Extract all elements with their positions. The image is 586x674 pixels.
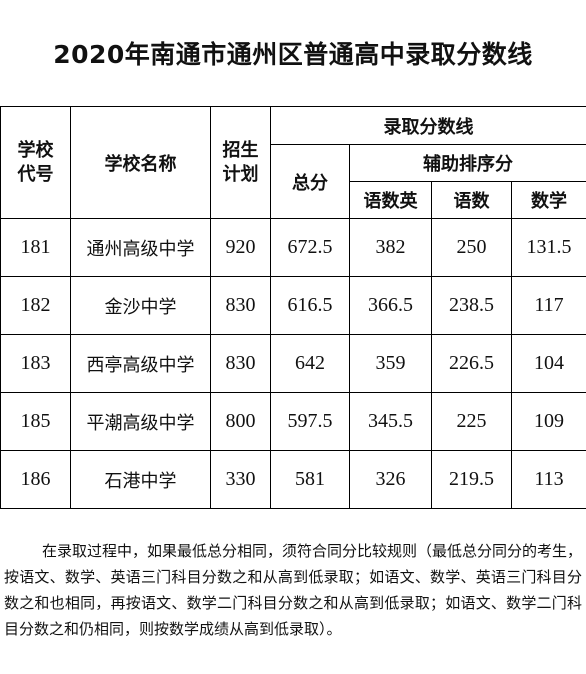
school-code-cell: 185 xyxy=(0,392,71,451)
table-row: 181 通州高级中学 920 672.5 382 250 131.5 xyxy=(0,218,586,277)
total-score-cell: 672.5 xyxy=(270,218,350,277)
chinese-math-english-score-cell: 366.5 xyxy=(349,276,432,335)
header-total-score: 总分 xyxy=(270,144,350,219)
school-code-cell: 181 xyxy=(0,218,71,277)
chinese-math-score-cell: 219.5 xyxy=(431,450,512,509)
enrollment-plan-cell: 830 xyxy=(210,276,271,335)
math-score-cell: 117 xyxy=(511,276,586,335)
school-name-cell: 通州高级中学 xyxy=(70,218,211,277)
enrollment-plan-cell: 800 xyxy=(210,392,271,451)
total-score-cell: 581 xyxy=(270,450,350,509)
header-math: 数学 xyxy=(511,181,586,219)
header-school-name: 学校名称 xyxy=(70,106,211,219)
math-score-cell: 131.5 xyxy=(511,218,586,277)
page-title: 2020年南通市通州区普通高中录取分数线 xyxy=(53,40,533,69)
chinese-math-english-score-cell: 382 xyxy=(349,218,432,277)
chinese-math-english-score-cell: 326 xyxy=(349,450,432,509)
math-score-cell: 113 xyxy=(511,450,586,509)
header-score-line: 录取分数线 xyxy=(270,106,586,145)
table-row: 182 金沙中学 830 616.5 366.5 238.5 117 xyxy=(0,276,586,335)
header-chinese-math-english: 语数英 xyxy=(349,181,432,219)
chinese-math-english-score-cell: 359 xyxy=(349,334,432,393)
header-school-code: 学校 代号 xyxy=(0,106,71,219)
total-score-cell: 642 xyxy=(270,334,350,393)
header-chinese-math: 语数 xyxy=(431,181,512,219)
school-code-cell: 183 xyxy=(0,334,71,393)
school-name-cell: 西亭高级中学 xyxy=(70,334,211,393)
header-enrollment-plan: 招生 计划 xyxy=(210,106,271,219)
chinese-math-english-score-cell: 345.5 xyxy=(349,392,432,451)
chinese-math-score-cell: 238.5 xyxy=(431,276,512,335)
chinese-math-score-cell: 226.5 xyxy=(431,334,512,393)
chinese-math-score-cell: 250 xyxy=(431,218,512,277)
admission-score-table: 学校 代号 学校名称 招生 计划 录取分数线 总分 辅助排序分 语数英 语数 数学 … xyxy=(0,106,586,509)
math-score-cell: 104 xyxy=(511,334,586,393)
table-row: 183 西亭高级中学 830 642 359 226.5 104 xyxy=(0,334,586,393)
enrollment-plan-cell: 830 xyxy=(210,334,271,393)
school-code-cell: 182 xyxy=(0,276,71,335)
total-score-cell: 597.5 xyxy=(270,392,350,451)
tie-break-note: 在录取过程中，如果最低总分相同，须符合同分比较规则（最低总分同分的考生，按语文、… xyxy=(4,542,583,638)
header-aux-sort-score: 辅助排序分 xyxy=(349,144,586,182)
math-score-cell: 109 xyxy=(511,392,586,451)
school-code-cell: 186 xyxy=(0,450,71,509)
enrollment-plan-cell: 330 xyxy=(210,450,271,509)
chinese-math-score-cell: 225 xyxy=(431,392,512,451)
enrollment-plan-cell: 920 xyxy=(210,218,271,277)
table-row: 185 平潮高级中学 800 597.5 345.5 225 109 xyxy=(0,392,586,451)
total-score-cell: 616.5 xyxy=(270,276,350,335)
table-row: 186 石港中学 330 581 326 219.5 113 xyxy=(0,450,586,509)
school-name-cell: 金沙中学 xyxy=(70,276,211,335)
school-name-cell: 平潮高级中学 xyxy=(70,392,211,451)
school-name-cell: 石港中学 xyxy=(70,450,211,509)
